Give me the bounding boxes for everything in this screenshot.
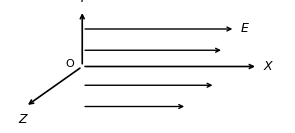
Text: Z: Z — [19, 113, 27, 126]
Text: X: X — [263, 60, 272, 73]
Text: Y: Y — [78, 0, 86, 5]
Text: O: O — [65, 59, 74, 69]
Text: E: E — [241, 22, 249, 36]
